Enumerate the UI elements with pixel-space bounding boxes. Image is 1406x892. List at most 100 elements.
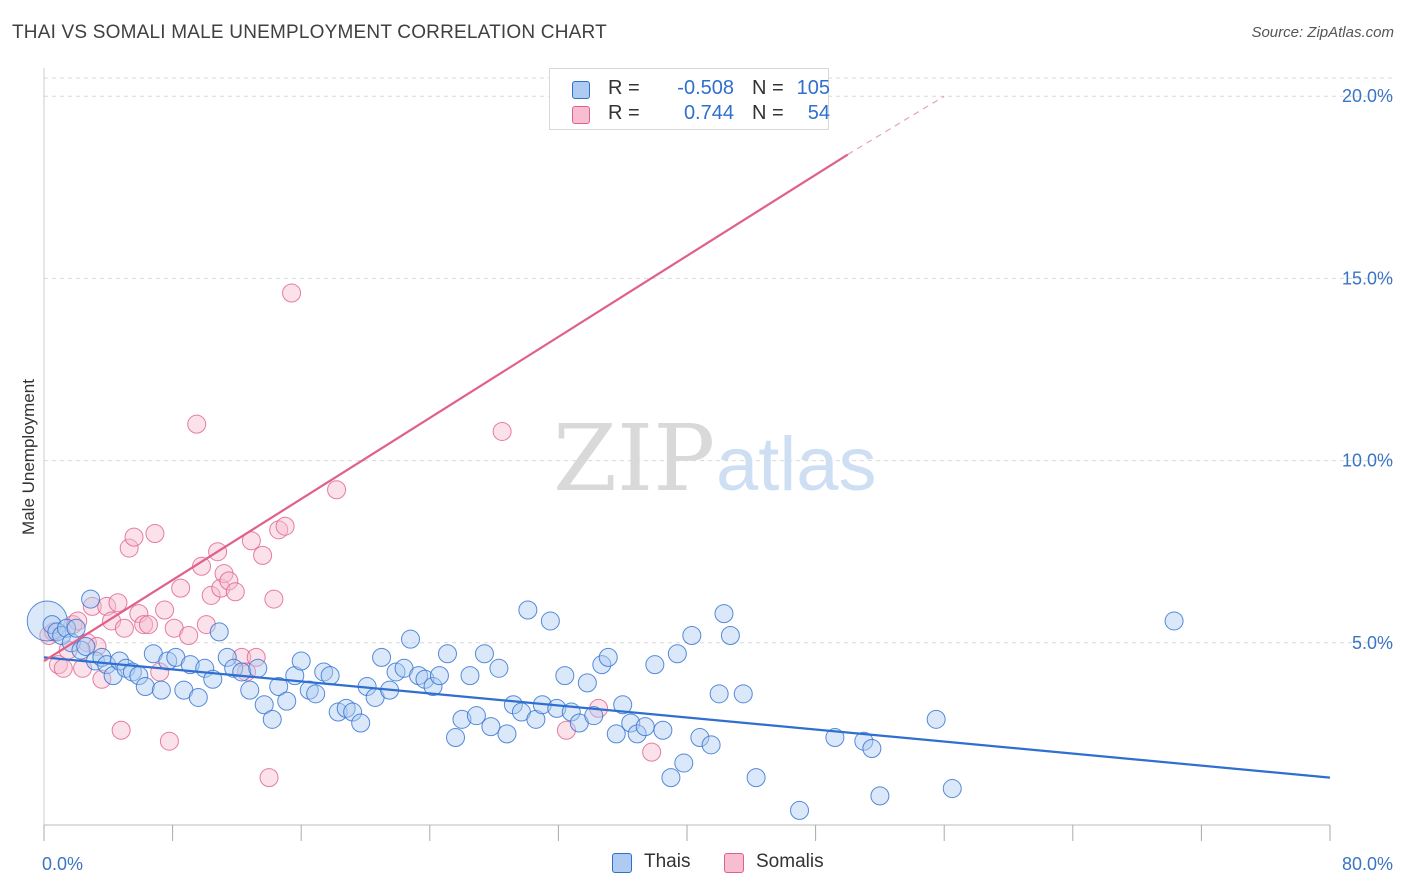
thais-point [720, 626, 740, 646]
thais-point [862, 738, 882, 758]
somalis-point [282, 283, 302, 303]
trendlines [43, 95, 1331, 779]
thais-point [1164, 611, 1184, 631]
y-tick-label: 20.0% [1342, 86, 1393, 106]
thais-point [606, 724, 626, 744]
somalis-point [145, 523, 165, 543]
thais-point [203, 669, 223, 689]
thais-point [452, 709, 472, 729]
thais-point [627, 724, 647, 744]
somalis-point [241, 531, 261, 551]
somalis-point [259, 768, 279, 788]
thais-point [790, 800, 810, 820]
legend-row-somalis: R = 0.744 N = 54 [572, 102, 830, 128]
thais-point [942, 779, 962, 799]
thais-point [122, 662, 142, 682]
thais-point [188, 687, 208, 707]
axes [43, 68, 1331, 841]
somalis-point [179, 626, 199, 646]
somalis-point [264, 589, 284, 609]
thais-point [269, 677, 289, 697]
thais-point [306, 684, 326, 704]
thais-point [446, 728, 466, 748]
somalis-point [187, 414, 207, 434]
thais-point [254, 695, 274, 715]
thais-point [481, 717, 501, 737]
thais-point [232, 662, 252, 682]
somalis-point [108, 593, 128, 613]
somalis-point [111, 720, 131, 740]
thais-point [248, 658, 268, 678]
legend-row-thais: R = -0.508 N = 105 [572, 77, 830, 103]
thais-point [674, 753, 694, 773]
thais-point [733, 684, 753, 704]
thais-point [277, 691, 297, 711]
legend-swatch-somalis [572, 106, 590, 124]
thais-point [429, 666, 449, 686]
thais-point [690, 728, 710, 748]
somalis-point [219, 571, 239, 591]
thais-point [667, 644, 687, 664]
somalis-point [129, 604, 149, 624]
legend-r-value: 0.744 [683, 102, 734, 124]
thais-trendline [43, 656, 1331, 779]
thais-point [460, 666, 480, 686]
thais-point [314, 662, 334, 682]
somalis-point [275, 516, 295, 536]
thais-point [240, 680, 260, 700]
thais-point [661, 768, 681, 788]
somalis-trendline [43, 153, 849, 662]
somalis-point [211, 578, 231, 598]
thais-point [474, 644, 494, 664]
somalis-point [119, 538, 139, 558]
somalis-point [225, 582, 245, 602]
thais-point [714, 604, 734, 624]
thais-points [26, 589, 1184, 820]
thais-point [682, 626, 702, 646]
thais-point [497, 724, 517, 744]
legend-n-label: N = [752, 77, 784, 99]
somalis-point [124, 527, 144, 547]
somalis-point [492, 421, 512, 441]
y-axis-label: Male Unemployment [19, 379, 38, 535]
thais-point [926, 709, 946, 729]
y-tick-label: 10.0% [1342, 451, 1393, 471]
thais-point [645, 655, 665, 675]
thais-point [262, 709, 282, 729]
thais-point [540, 611, 560, 631]
somalis-point [155, 600, 175, 620]
thais-point [653, 720, 673, 740]
legend-r-value: -0.508 [677, 77, 734, 99]
thais-point [135, 677, 155, 697]
x-tick-label-start: 0.0% [42, 854, 83, 874]
somalis-point [269, 520, 289, 540]
thais-point [81, 589, 101, 609]
thais-point [343, 702, 363, 722]
somalis-point [232, 647, 252, 667]
thais-point [825, 728, 845, 748]
somalis-point [114, 618, 134, 638]
x-tick-label-end: 80.0% [1342, 854, 1393, 874]
thais-point [409, 666, 429, 686]
thais-point [592, 655, 612, 675]
legend-n-value: 54 [807, 102, 830, 124]
legend-n-value: 105 [796, 77, 830, 99]
thais-point [351, 713, 371, 733]
chart-title: THAI VS SOMALI MALE UNEMPLOYMENT CORRELA… [12, 22, 607, 43]
grid-lines [44, 77, 1394, 644]
thais-point [151, 680, 171, 700]
somalis-point [138, 615, 158, 635]
bottom-legend-label-somalis: Somalis [756, 851, 824, 872]
thais-point [401, 629, 421, 649]
thais-point [613, 695, 633, 715]
thais-point [217, 647, 237, 667]
thais-point [291, 651, 311, 671]
somalis-point [253, 545, 273, 565]
thais-point [621, 713, 641, 733]
thais-point [372, 647, 392, 667]
thais-point [555, 666, 575, 686]
thais-point [584, 706, 604, 726]
thais-point [466, 706, 486, 726]
thais-point [336, 698, 356, 718]
